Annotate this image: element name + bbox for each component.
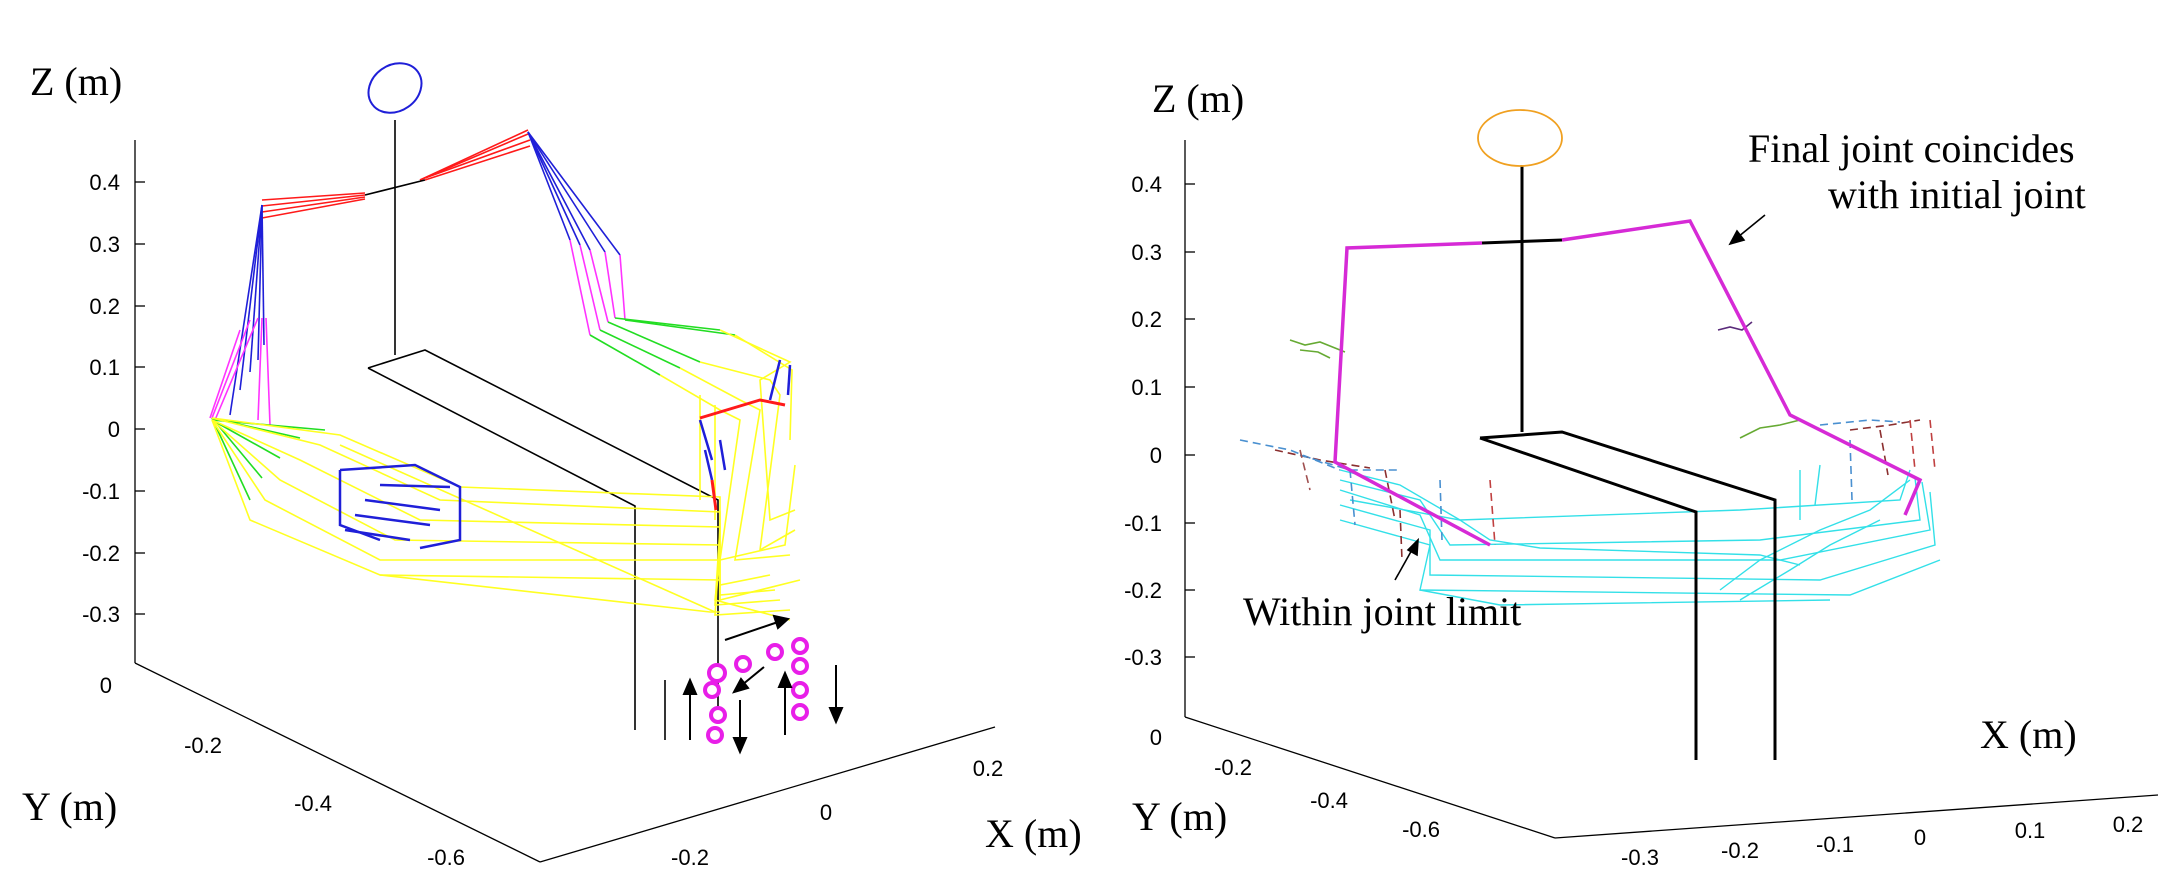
left-trajectory: [703, 637, 809, 744]
left-arrows: [682, 614, 844, 755]
right-y-tick-label: -0.2: [1214, 755, 1252, 780]
left-y-tick-label: -0.6: [427, 845, 465, 870]
right-hand-trace: [659, 329, 796, 562]
right-z-tick-label: 0.3: [1131, 240, 1162, 265]
right-head: [1477, 109, 1563, 167]
left-z-tick-label: -0.3: [82, 602, 120, 627]
left-x-axis-label: X (m): [985, 811, 1082, 856]
left-z-tick-label: 0: [108, 417, 120, 442]
right-z-tick-label: -0.3: [1124, 645, 1162, 670]
right-panel: 0.4 0.3 0.2 0.1 0 -0.1 -0.2 -0.3 0 -0.2 …: [1124, 76, 2159, 870]
right-z-ticks: 0.4 0.3 0.2 0.1 0 -0.1 -0.2 -0.3: [1124, 172, 1195, 670]
right-z-tick-label: 0.2: [1131, 307, 1162, 332]
left-z-tick-label: 0.2: [89, 294, 120, 319]
right-x-tick-label: 0: [1914, 825, 1926, 850]
right-z-tick-label: 0.1: [1131, 375, 1162, 400]
right-y-ticks: 0 -0.2 -0.4 -0.6: [1150, 725, 1440, 842]
right-x-tick-label: -0.1: [1816, 832, 1854, 857]
right-limit-traces: [1239, 419, 1936, 561]
left-z-tick-label: 0.1: [89, 355, 120, 380]
right-wrist: [589, 317, 736, 376]
right-x-ticks: -0.3 -0.2 -0.1 0 0.1 0.2: [1621, 812, 2143, 870]
left-panel: 0.4 0.3 0.2 0.1 0 -0.1 -0.2 -0.3 0 -0.2 …: [22, 59, 1082, 870]
left-z-tick-label: 0.4: [89, 170, 120, 195]
left-arm-upper: [229, 204, 265, 416]
left-body-frame: [367, 120, 719, 740]
right-x-tick-label: 0.2: [2113, 812, 2144, 837]
left-shoulders: [261, 129, 531, 219]
right-body-frame: [1479, 165, 1777, 760]
left-y-axis-label: Y (m): [22, 784, 117, 829]
annotation-joint-limit: Within joint limit: [1243, 589, 1521, 634]
annotation-arrows: [1394, 214, 1766, 581]
left-hand-trace: [211, 417, 801, 621]
right-x-axis-label: X (m): [1980, 712, 2077, 757]
left-y-axis: [134, 662, 541, 863]
right-x-tick-label: 0.1: [2015, 818, 2046, 843]
right-arm-upper: [527, 131, 621, 256]
right-gripper: [698, 359, 792, 481]
left-gripper: [338, 463, 462, 550]
right-x-tick-label: -0.2: [1721, 838, 1759, 863]
left-z-axis-label: Z (m): [30, 59, 122, 104]
right-z-tick-label: 0.4: [1131, 172, 1162, 197]
right-cyan-trace: [1339, 464, 1941, 606]
right-y-tick-label: 0: [1150, 725, 1162, 750]
left-z-ticks: 0.4 0.3 0.2 0.1 0 -0.1 -0.2 -0.3: [82, 170, 145, 627]
left-x-tick-label: 0.2: [973, 756, 1004, 781]
left-x-ticks: -0.2 0 0.2: [671, 756, 1003, 870]
right-z-tick-label: -0.1: [1124, 511, 1162, 536]
right-x-axis: [1554, 794, 2159, 839]
left-y-tick-label: 0: [100, 673, 112, 698]
right-z-axis-label: Z (m): [1152, 76, 1244, 121]
right-joint-scribbles: [1289, 321, 1801, 439]
left-y-tick-label: -0.2: [184, 733, 222, 758]
left-y-tick-label: -0.4: [294, 791, 332, 816]
right-z-tick-label: 0: [1150, 443, 1162, 468]
left-z-tick-label: -0.2: [82, 541, 120, 566]
right-y-axis-label: Y (m): [1132, 794, 1227, 839]
left-x-axis: [539, 726, 996, 863]
right-gripper-red: [699, 398, 786, 511]
right-y-tick-label: -0.6: [1402, 817, 1440, 842]
left-y-ticks: 0 -0.2 -0.4 -0.6: [100, 673, 465, 870]
left-z-tick-label: -0.1: [82, 479, 120, 504]
left-x-tick-label: -0.2: [671, 845, 709, 870]
left-head: [367, 62, 423, 114]
right-y-axis: [1184, 716, 1556, 839]
left-x-tick-label: 0: [820, 800, 832, 825]
right-arm-forearm: [569, 239, 626, 336]
left-arm-forearm: [209, 317, 271, 426]
right-y-tick-label: -0.4: [1310, 788, 1348, 813]
right-arm-trace: [1333, 219, 1923, 547]
annotation-final-joint: Final joint coincides: [1748, 126, 2075, 171]
annotation-final-joint-2: with initial joint: [1828, 172, 2086, 217]
right-x-tick-label: -0.3: [1621, 845, 1659, 870]
right-z-tick-label: -0.2: [1124, 578, 1162, 603]
left-z-tick-label: 0.3: [89, 232, 120, 257]
